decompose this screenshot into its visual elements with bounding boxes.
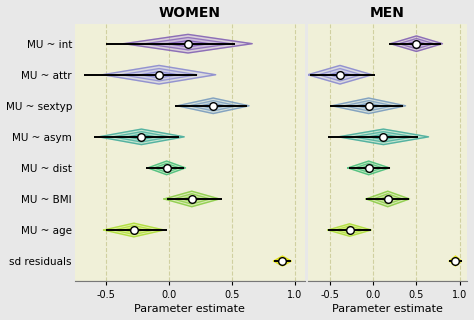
- Polygon shape: [391, 36, 442, 52]
- Polygon shape: [182, 196, 201, 202]
- Title: MEN: MEN: [370, 5, 405, 20]
- Polygon shape: [368, 134, 399, 140]
- Polygon shape: [308, 65, 372, 84]
- Polygon shape: [189, 100, 237, 111]
- Polygon shape: [114, 226, 154, 235]
- Polygon shape: [173, 194, 210, 204]
- Polygon shape: [353, 132, 413, 142]
- Polygon shape: [160, 166, 173, 170]
- Polygon shape: [449, 256, 462, 266]
- Polygon shape: [381, 196, 395, 202]
- Polygon shape: [167, 41, 210, 47]
- Polygon shape: [201, 103, 225, 108]
- Polygon shape: [102, 65, 216, 84]
- Title: WOMEN: WOMEN: [159, 5, 221, 20]
- Polygon shape: [344, 100, 393, 111]
- Polygon shape: [451, 258, 459, 264]
- Polygon shape: [124, 34, 252, 53]
- Polygon shape: [408, 41, 425, 46]
- Polygon shape: [319, 68, 362, 81]
- Polygon shape: [399, 38, 434, 49]
- Polygon shape: [362, 166, 375, 170]
- Polygon shape: [121, 68, 197, 81]
- Polygon shape: [104, 223, 164, 237]
- Polygon shape: [280, 260, 285, 263]
- Polygon shape: [355, 163, 383, 172]
- Polygon shape: [356, 103, 381, 108]
- Polygon shape: [273, 256, 291, 266]
- Polygon shape: [177, 98, 249, 114]
- Polygon shape: [140, 72, 178, 78]
- Polygon shape: [145, 37, 231, 50]
- Polygon shape: [276, 258, 288, 264]
- Polygon shape: [366, 191, 410, 207]
- Polygon shape: [154, 163, 179, 172]
- X-axis label: Parameter estimate: Parameter estimate: [332, 304, 443, 315]
- Polygon shape: [124, 228, 144, 232]
- Polygon shape: [374, 194, 402, 204]
- Polygon shape: [342, 228, 357, 232]
- Polygon shape: [148, 161, 185, 175]
- Polygon shape: [328, 224, 371, 236]
- Polygon shape: [113, 132, 170, 142]
- Polygon shape: [338, 129, 428, 145]
- Polygon shape: [127, 134, 155, 140]
- Polygon shape: [99, 129, 184, 145]
- Polygon shape: [164, 191, 219, 207]
- Polygon shape: [454, 260, 457, 263]
- Polygon shape: [329, 72, 351, 78]
- Polygon shape: [348, 161, 390, 175]
- X-axis label: Parameter estimate: Parameter estimate: [135, 304, 246, 315]
- Polygon shape: [335, 226, 364, 234]
- Polygon shape: [332, 98, 406, 114]
